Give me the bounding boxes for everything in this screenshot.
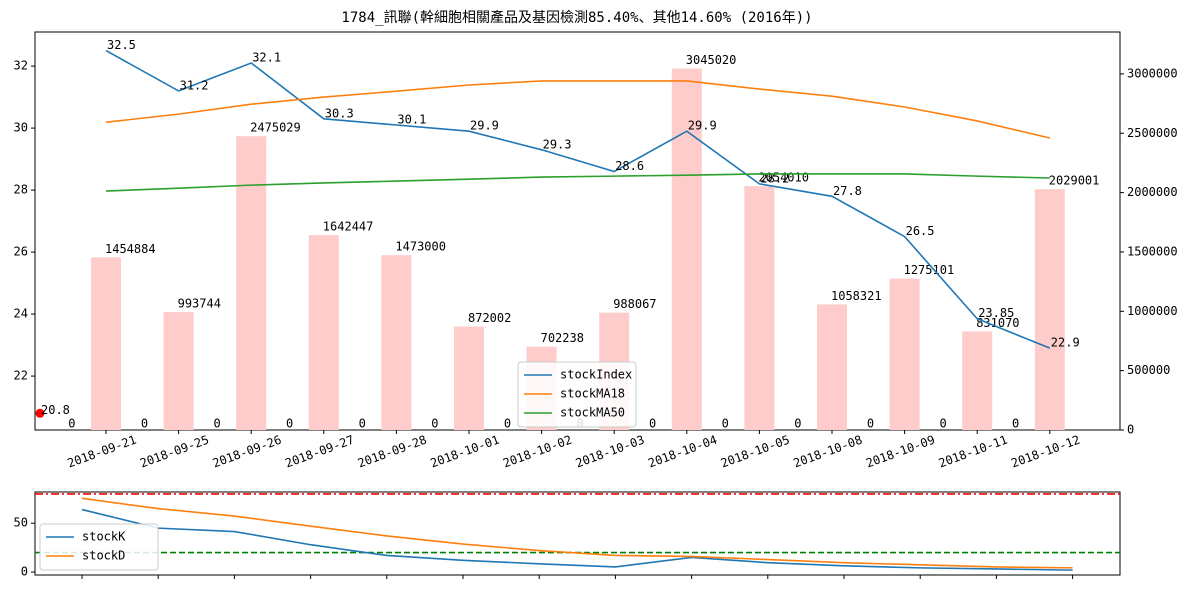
marker-point — [35, 408, 45, 418]
volume-label: 3045020 — [686, 53, 737, 67]
y-tick-label: 50 — [14, 516, 28, 530]
y2-tick-label: 0 — [1127, 423, 1134, 437]
volume-label: 2029001 — [1049, 174, 1100, 188]
x-tick-label: 2018-09-28 — [356, 433, 429, 471]
volume-bar — [91, 257, 121, 430]
zero-label: 0 — [141, 417, 148, 431]
volume-label: 1473000 — [395, 240, 446, 254]
series-line — [105, 80, 1050, 139]
volume-label: 993744 — [178, 297, 221, 311]
legend-label: stockK — [82, 530, 126, 544]
y-tick-label: 0 — [21, 565, 28, 579]
x-tick-label: 2018-09-27 — [283, 433, 356, 471]
volume-bar — [744, 186, 775, 430]
data-label: 32.1 — [252, 50, 281, 64]
series-line — [105, 49, 1051, 349]
data-label: 29.9 — [470, 119, 499, 133]
volume-label: 1642447 — [323, 220, 374, 234]
zero-label: 0 — [649, 417, 656, 431]
legend-label: stockMA50 — [560, 406, 625, 420]
volume-label: 988067 — [613, 297, 656, 311]
volume-label: 2475029 — [250, 121, 301, 135]
x-tick-label: 2018-10-05 — [719, 433, 792, 471]
x-tick-label: 2018-10-01 — [428, 433, 501, 471]
series-line — [81, 497, 1073, 569]
y-tick-label: 30 — [14, 121, 28, 135]
volume-bar — [671, 68, 702, 430]
zero-label: 0 — [867, 417, 874, 431]
data-label: 28.2 — [760, 171, 789, 185]
plot-frame — [34, 491, 1121, 576]
data-label: 30.1 — [397, 112, 426, 126]
x-tick-label: 2018-10-08 — [791, 433, 864, 471]
data-label: 28.6 — [615, 159, 644, 173]
volume-bar — [308, 235, 339, 430]
y2-tick-label: 1500000 — [1127, 244, 1178, 258]
x-tick-label: 2018-09-25 — [138, 433, 211, 471]
volume-bar — [163, 312, 194, 430]
zero-label: 0 — [68, 417, 75, 431]
x-tick-label: 2018-10-11 — [937, 433, 1010, 471]
x-tick-label: 2018-09-21 — [65, 433, 138, 471]
x-tick-label: 2018-10-02 — [501, 433, 574, 471]
volume-bar — [381, 255, 412, 430]
x-tick-label: 2018-10-12 — [1009, 433, 1082, 471]
zero-label: 0 — [504, 417, 511, 431]
zero-label: 0 — [939, 417, 946, 431]
zero-label: 0 — [213, 417, 220, 431]
legend-box — [517, 361, 637, 428]
zero-label: 0 — [431, 417, 438, 431]
data-label: 29.3 — [543, 137, 572, 151]
data-label: 22.9 — [1051, 336, 1080, 350]
zero-label: 0 — [1012, 417, 1019, 431]
volume-label: 1454884 — [105, 242, 156, 256]
volume-bar — [236, 136, 267, 430]
marker-label: 20.8 — [41, 403, 70, 417]
y2-tick-label: 3000000 — [1127, 66, 1178, 80]
x-tick-label: 2018-10-04 — [646, 433, 719, 471]
y2-tick-label: 2500000 — [1127, 126, 1178, 140]
data-label: 31.2 — [180, 78, 209, 92]
data-label: 32.5 — [107, 38, 136, 52]
volume-label: 1275101 — [904, 263, 955, 277]
zero-label: 0 — [722, 417, 729, 431]
zero-label: 0 — [794, 417, 801, 431]
x-tick-label: 2018-10-03 — [574, 433, 647, 471]
legend-label: stockIndex — [560, 368, 632, 382]
series-line — [105, 173, 1050, 192]
data-label: 26.5 — [906, 224, 935, 238]
volume-bar — [962, 331, 993, 430]
data-label: 23.85 — [978, 306, 1014, 320]
x-tick-label: 2018-09-26 — [211, 433, 284, 471]
plot-frame — [34, 31, 1121, 431]
y2-tick-label: 500000 — [1127, 363, 1170, 377]
zero-label: 0 — [359, 417, 366, 431]
legend-label: stockMA18 — [560, 387, 625, 401]
y2-tick-label: 2000000 — [1127, 185, 1178, 199]
volume-label: 1058321 — [831, 289, 882, 303]
legend-label: stockD — [82, 549, 125, 563]
volume-bar — [454, 326, 484, 430]
data-label: 27.8 — [833, 184, 862, 198]
y2-tick-label: 1000000 — [1127, 304, 1178, 318]
legend-box — [39, 523, 159, 571]
y-tick-label: 32 — [14, 59, 28, 73]
series-line — [81, 508, 1073, 571]
x-tick-label: 2018-10-09 — [864, 433, 937, 471]
zero-label: 0 — [286, 417, 293, 431]
volume-bar — [817, 304, 847, 430]
volume-bar — [1034, 189, 1065, 430]
volume-label: 702238 — [541, 331, 584, 345]
y-tick-label: 24 — [14, 307, 28, 321]
y-tick-label: 26 — [14, 245, 28, 259]
data-label: 29.9 — [688, 119, 717, 133]
data-label: 30.3 — [325, 106, 354, 120]
volume-bar — [889, 278, 920, 430]
volume-label: 831070 — [976, 316, 1019, 330]
y-tick-label: 22 — [14, 369, 28, 383]
volume-label: 872002 — [468, 311, 511, 325]
y-tick-label: 28 — [14, 183, 28, 197]
chart-title: 1784_訊聯(幹細胞相關產品及基因檢測85.40%、其他14.60% (201… — [341, 9, 812, 26]
